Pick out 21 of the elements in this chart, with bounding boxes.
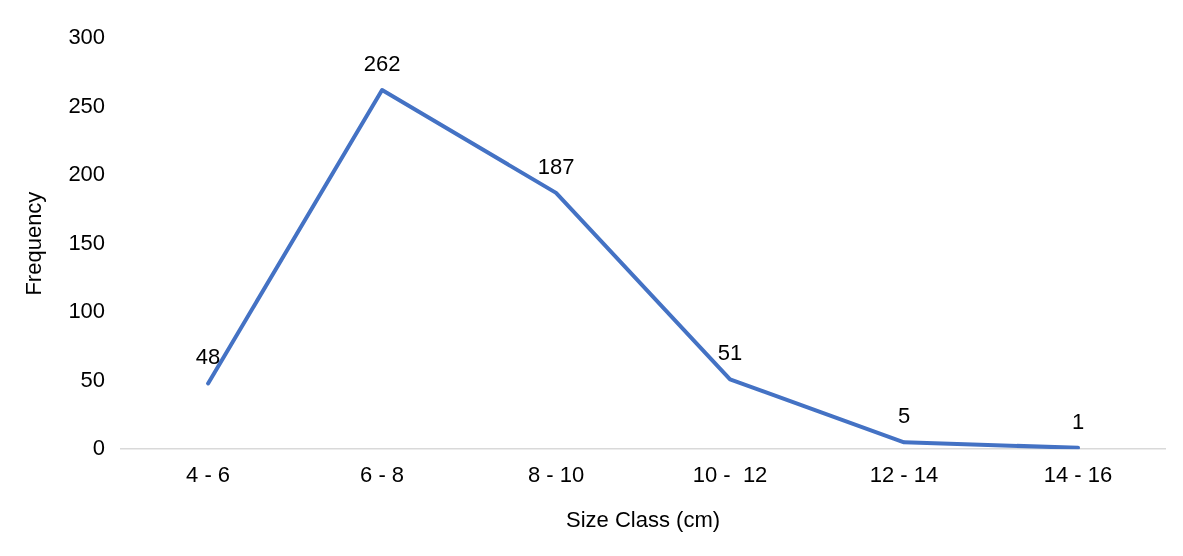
x-tick-label: 4 - 6 xyxy=(186,462,231,488)
y-axis-title: Frequency xyxy=(21,191,47,296)
y-tick-label: 300 xyxy=(68,24,106,50)
y-tick-label: 50 xyxy=(80,366,106,392)
y-tick-label: 250 xyxy=(68,92,106,118)
data-label: 262 xyxy=(363,51,401,77)
y-tick-label: 200 xyxy=(68,161,106,187)
x-tick-label: 14 - 16 xyxy=(1043,462,1113,488)
y-tick-label: 150 xyxy=(68,229,106,255)
x-tick-label: 6 - 8 xyxy=(360,462,405,488)
x-axis-title: Size Class (cm) xyxy=(566,506,721,532)
data-label: 48 xyxy=(195,344,221,370)
x-tick-label: 10 - 12 xyxy=(692,462,768,488)
data-label: 51 xyxy=(717,340,743,366)
data-label: 1 xyxy=(1071,408,1085,434)
data-label: 187 xyxy=(537,153,575,179)
data-label: 5 xyxy=(897,403,911,429)
y-tick-label: 0 xyxy=(92,435,106,461)
x-tick-label: 12 - 14 xyxy=(869,462,939,488)
y-tick-label: 100 xyxy=(68,298,106,324)
x-tick-label: 8 - 10 xyxy=(527,462,585,488)
